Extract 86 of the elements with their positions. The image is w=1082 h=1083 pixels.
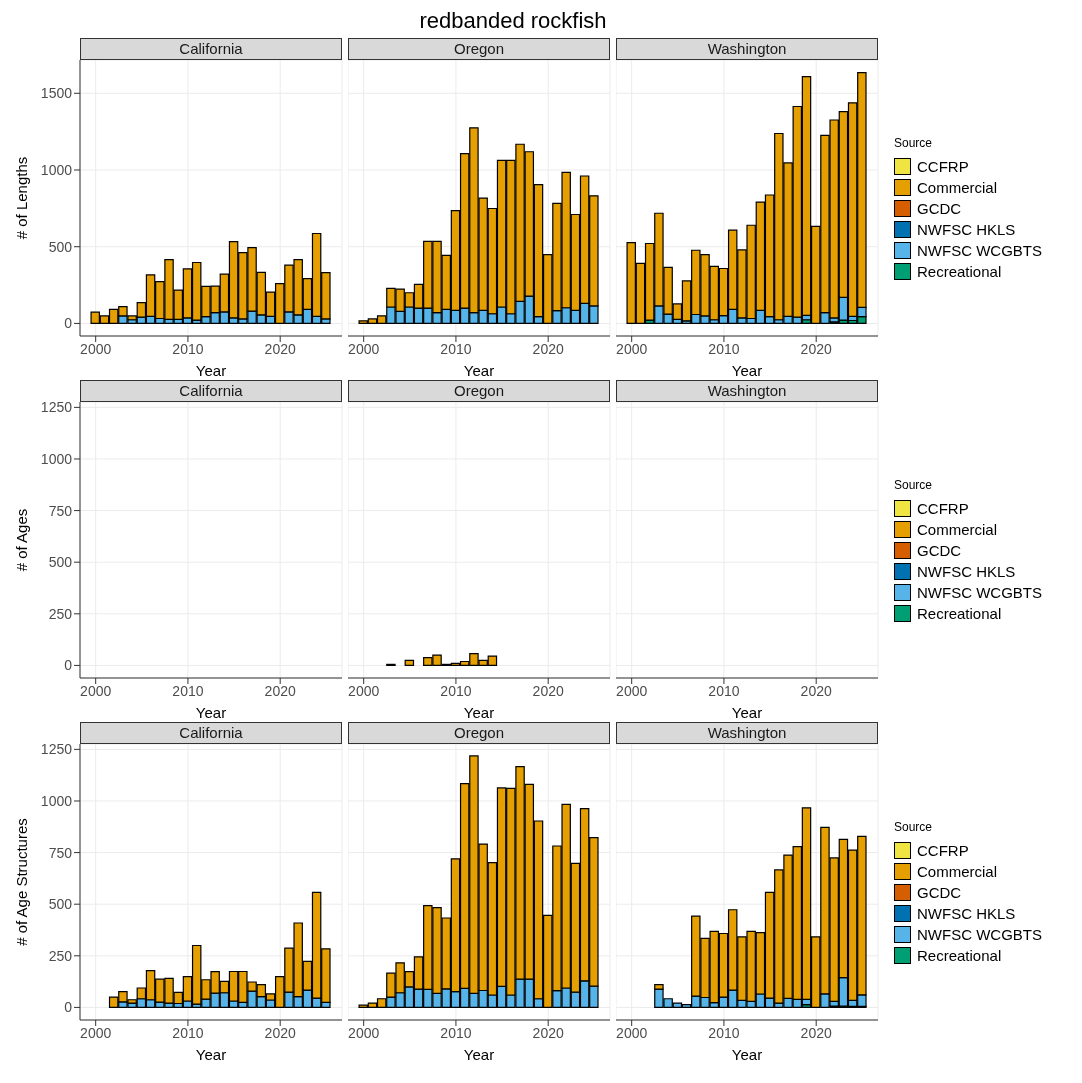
x-tick-label: 2010 bbox=[172, 682, 204, 699]
x-tick-label: 2010 bbox=[172, 1024, 204, 1041]
chart-title: California bbox=[80, 722, 342, 744]
x-axis-title: Year bbox=[463, 362, 495, 379]
legend-title: Source bbox=[894, 478, 934, 492]
y-tick-label: 500 bbox=[48, 896, 73, 913]
x-tick-label: 2000 bbox=[616, 340, 648, 357]
x-tick-label: 2020 bbox=[532, 1024, 564, 1041]
legend-label: NWFSC HKLS bbox=[917, 905, 1016, 922]
y-tick-label: 1250 bbox=[40, 741, 73, 758]
y-axis-title: # of Lengths bbox=[13, 156, 31, 240]
y-tick-label: 500 bbox=[48, 554, 73, 571]
x-tick-label: 2020 bbox=[800, 340, 832, 357]
y-axis-title: # of Ages bbox=[13, 508, 31, 572]
x-tick-label: 2010 bbox=[708, 1024, 740, 1041]
x-axis-title: Year bbox=[195, 1046, 227, 1063]
x-tick-label: 2020 bbox=[264, 1024, 296, 1041]
x-axis-title: Year bbox=[463, 1046, 495, 1063]
x-tick-label: 2020 bbox=[532, 340, 564, 357]
legend-title: Source bbox=[894, 820, 934, 834]
x-tick-label: 2020 bbox=[532, 682, 564, 699]
legend-label: NWFSC HKLS bbox=[917, 221, 1016, 238]
y-tick-label: 0 bbox=[64, 657, 73, 674]
x-tick-label: 2000 bbox=[616, 1024, 648, 1041]
text: redbanded rockfish bbox=[418, 8, 608, 35]
legend-label: Recreational bbox=[917, 263, 1002, 280]
chart-title: Oregon bbox=[348, 380, 610, 402]
legend-label: Commercial bbox=[917, 179, 998, 196]
x-tick-label: 2000 bbox=[616, 682, 648, 699]
x-tick-label: 2010 bbox=[440, 1024, 472, 1041]
legend-label: CCFRP bbox=[917, 158, 969, 175]
legend-label: Recreational bbox=[917, 947, 1002, 964]
y-tick-label: 0 bbox=[64, 999, 73, 1016]
chart-title: Washington bbox=[616, 380, 878, 402]
legend-label: GCDC bbox=[917, 542, 962, 559]
legend-label: CCFRP bbox=[917, 500, 969, 517]
y-tick-label: 1500 bbox=[40, 85, 73, 102]
legend-label: Commercial bbox=[917, 521, 998, 538]
legend-title: Source bbox=[894, 136, 934, 150]
y-tick-label: 250 bbox=[48, 947, 73, 964]
x-axis-title: Year bbox=[731, 362, 763, 379]
legend-label: NWFSC WCGBTS bbox=[917, 242, 1042, 259]
x-axis-title: Year bbox=[195, 362, 227, 379]
x-tick-label: 2000 bbox=[80, 1024, 112, 1041]
legend-label: NWFSC WCGBTS bbox=[917, 584, 1042, 601]
y-tick-label: 500 bbox=[48, 238, 73, 255]
chart-title: Washington bbox=[616, 38, 878, 60]
x-tick-label: 2000 bbox=[348, 340, 380, 357]
x-tick-label: 2010 bbox=[172, 340, 204, 357]
y-tick-label: 250 bbox=[48, 605, 73, 622]
y-tick-label: 1000 bbox=[40, 792, 73, 809]
x-tick-label: 2020 bbox=[800, 682, 832, 699]
x-tick-label: 2010 bbox=[440, 682, 472, 699]
chart-title: Oregon bbox=[348, 722, 610, 744]
chart-title: California bbox=[80, 38, 342, 60]
x-tick-label: 2010 bbox=[708, 340, 740, 357]
y-tick-label: 750 bbox=[48, 502, 73, 519]
y-axis-title: # of Age Structures bbox=[13, 818, 31, 946]
x-tick-label: 2000 bbox=[80, 682, 112, 699]
legend-label: Recreational bbox=[917, 605, 1002, 622]
y-tick-label: 1250 bbox=[40, 399, 73, 416]
x-axis-title: Year bbox=[195, 704, 227, 721]
legend-label: CCFRP bbox=[917, 842, 969, 859]
chart-title: Oregon bbox=[348, 38, 610, 60]
x-tick-label: 2020 bbox=[264, 340, 296, 357]
y-tick-label: 0 bbox=[64, 315, 73, 332]
x-tick-label: 2000 bbox=[348, 1024, 380, 1041]
x-tick-label: 2020 bbox=[800, 1024, 832, 1041]
chart-title: California bbox=[80, 380, 342, 402]
x-tick-label: 2010 bbox=[440, 340, 472, 357]
legend-label: Commercial bbox=[917, 863, 998, 880]
legend-label: GCDC bbox=[917, 200, 962, 217]
legend-label: GCDC bbox=[917, 884, 962, 901]
chart-title: Washington bbox=[616, 722, 878, 744]
x-tick-label: 2020 bbox=[264, 682, 296, 699]
x-tick-label: 2000 bbox=[80, 340, 112, 357]
x-tick-label: 2000 bbox=[348, 682, 380, 699]
y-tick-label: 1000 bbox=[40, 450, 73, 467]
y-tick-label: 750 bbox=[48, 844, 73, 861]
x-axis-title: Year bbox=[463, 704, 495, 721]
x-tick-label: 2010 bbox=[708, 682, 740, 699]
x-axis-title: Year bbox=[731, 1046, 763, 1063]
y-tick-label: 1000 bbox=[40, 161, 73, 178]
legend-label: NWFSC HKLS bbox=[917, 563, 1016, 580]
x-axis-title: Year bbox=[731, 704, 763, 721]
legend-label: NWFSC WCGBTS bbox=[917, 926, 1042, 943]
